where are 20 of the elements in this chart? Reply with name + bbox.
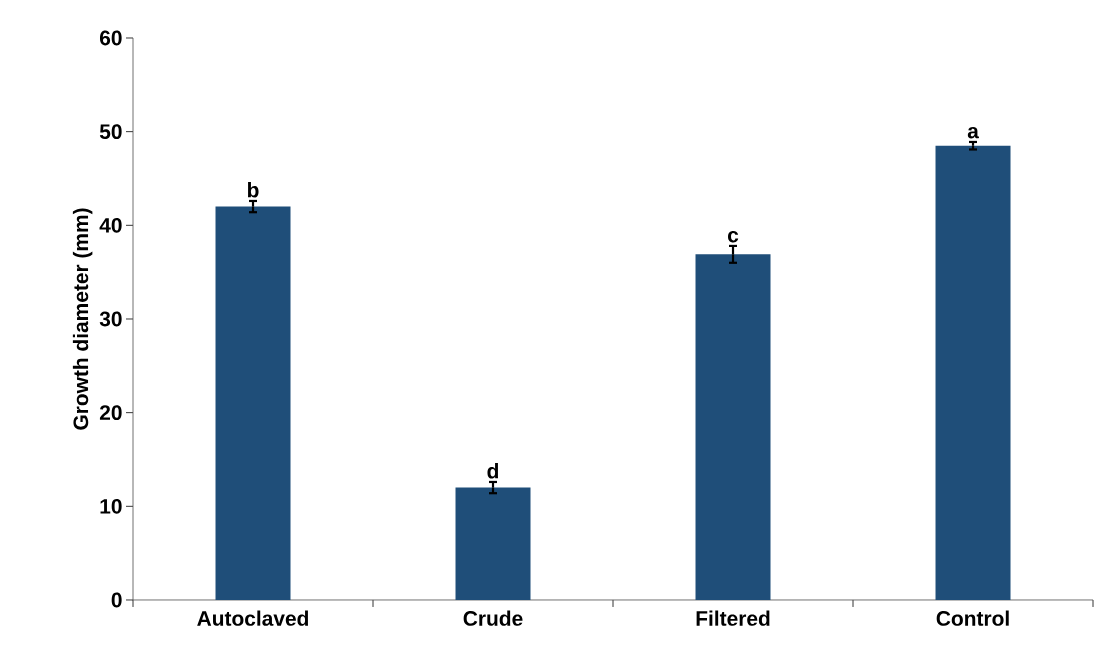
annotation: c <box>728 230 739 243</box>
annotation: d <box>487 463 499 479</box>
x-tick-label: Filtered <box>696 610 770 626</box>
y-tick-label: 20 <box>99 405 122 421</box>
x-tick-label: Control <box>936 610 1009 626</box>
y-tick-label: 50 <box>99 124 122 140</box>
y-tick-label: 0 <box>111 592 122 608</box>
x-tick-label: Crude <box>463 610 523 626</box>
y-tick-label: 10 <box>100 498 122 514</box>
y-tick-label: 30 <box>99 311 122 327</box>
annotation: b <box>247 182 259 198</box>
y-tick-label: 60 <box>99 30 122 46</box>
y-axis-title: Growth diameter (mm) <box>72 208 93 430</box>
bar <box>935 145 1011 600</box>
y-tick-label: 40 <box>99 217 122 233</box>
bar <box>455 487 531 600</box>
bar <box>695 254 771 600</box>
bar <box>215 206 291 600</box>
annotation: a <box>967 126 979 139</box>
x-tick-label: Autoclaved <box>197 610 309 626</box>
